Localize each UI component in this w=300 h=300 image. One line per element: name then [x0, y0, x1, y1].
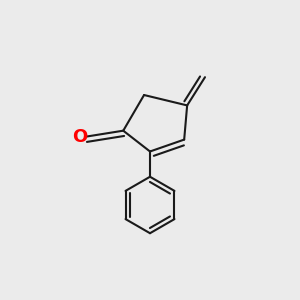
Text: O: O: [72, 128, 87, 146]
